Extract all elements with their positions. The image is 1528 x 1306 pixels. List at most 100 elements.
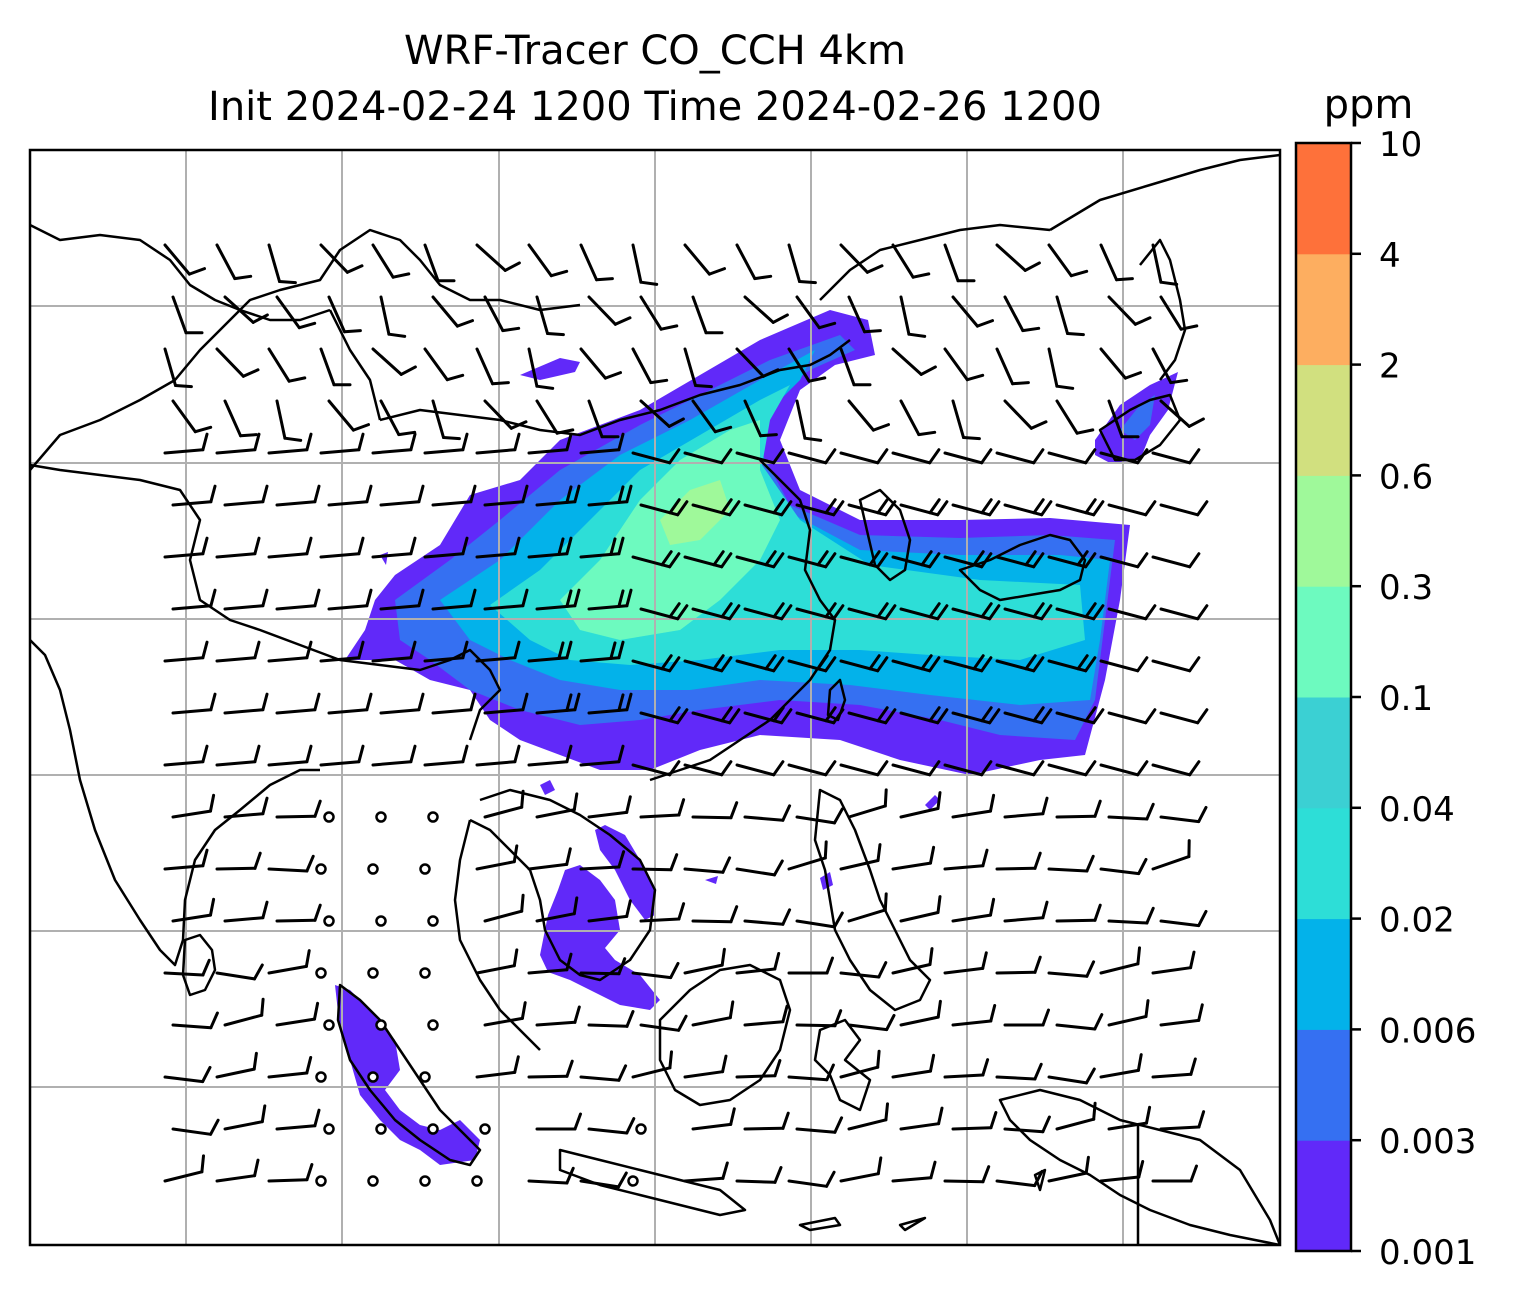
- wind-barb: [639, 813, 681, 819]
- wind-barb-feather: [1188, 760, 1201, 777]
- wind-barb: [1047, 1075, 1088, 1085]
- wind-barb-feather: [764, 654, 777, 671]
- calm-circle: [627, 1175, 639, 1187]
- wind-barb-feather: [565, 536, 573, 556]
- wind-barbs: [163, 243, 1209, 1189]
- wind-barb-feather: [668, 602, 681, 619]
- wind-barb-feather: [304, 949, 311, 968]
- wind-barb: [223, 1013, 264, 1027]
- wind-barb-feather: [1033, 955, 1042, 974]
- wind-barb-feather: [824, 706, 837, 723]
- wind-barb: [787, 555, 828, 569]
- wind-barb: [899, 1015, 940, 1027]
- wind-barb: [223, 1120, 264, 1131]
- wind-barb-feather: [825, 1170, 836, 1188]
- wind-barb: [631, 867, 673, 872]
- wind-barb: [163, 971, 205, 977]
- wind-barb: [275, 918, 317, 923]
- wind-barb: [371, 448, 413, 455]
- wind-barb: [1151, 966, 1193, 975]
- wind-barb-feather: [1021, 326, 1041, 333]
- wind-barb-feather: [1092, 1101, 1097, 1121]
- wind-barb-feather: [1084, 552, 1097, 569]
- wind-barb: [535, 912, 576, 923]
- wind-barb-feather: [668, 1050, 673, 1070]
- wind-barb-feather: [759, 433, 778, 438]
- wind-barb: [995, 1075, 1037, 1081]
- wind-barb-feather: [980, 706, 993, 723]
- wind-barb-feather: [1133, 316, 1152, 326]
- wind-barb-feather: [260, 997, 265, 1017]
- wind-barb-feather: [773, 859, 784, 877]
- wind-barb-feather: [565, 432, 573, 452]
- wind-barb: [1099, 243, 1118, 282]
- wind-barb-feather: [876, 1049, 881, 1069]
- wind-barb-feather: [884, 1102, 889, 1122]
- colorbar-tick-label: 4: [1379, 236, 1401, 276]
- wind-barb: [215, 552, 257, 559]
- wind-barb-feather: [241, 368, 260, 378]
- wind-barb: [579, 448, 621, 455]
- wind-barb-feather: [824, 602, 837, 619]
- wind-barb-feather: [201, 432, 209, 452]
- wind-barb-feather: [772, 706, 785, 723]
- wind-barb: [163, 243, 191, 276]
- wind-barb: [535, 808, 576, 819]
- wind-barb-feather: [1033, 1169, 1044, 1188]
- wind-barb: [839, 555, 880, 569]
- wind-barb-feather: [676, 708, 689, 725]
- wind-barb-feather: [832, 708, 845, 725]
- wind-barb-feather: [520, 1001, 527, 1020]
- wind-barb: [527, 243, 553, 278]
- wind-barb: [587, 500, 629, 507]
- wind-barb: [1047, 971, 1089, 978]
- wind-barb: [839, 971, 881, 979]
- wind-barb: [1107, 1121, 1148, 1131]
- wind-barb: [1151, 659, 1192, 673]
- wind-barb: [223, 399, 242, 438]
- wind-barb-feather: [981, 1165, 991, 1184]
- wind-barb: [943, 555, 984, 569]
- wind-barb-feather: [876, 498, 889, 515]
- wind-barb-feather: [201, 744, 209, 764]
- wind-barb-feather: [305, 744, 313, 764]
- wind-barb-feather: [253, 432, 261, 452]
- wind-barb: [163, 1075, 205, 1084]
- wind-barb: [327, 500, 369, 507]
- wind-barb: [223, 916, 265, 923]
- wind-barb: [527, 1179, 569, 1185]
- wind-barb: [215, 760, 257, 767]
- wind-barb-feather: [565, 640, 573, 660]
- wind-barb: [1099, 347, 1127, 380]
- calm-circle: [419, 1175, 431, 1187]
- wind-barb-feather: [1136, 552, 1149, 569]
- wind-barb-feather: [1085, 960, 1096, 978]
- wind-barb-feather: [936, 791, 942, 810]
- wind-barb-feather: [929, 1053, 936, 1073]
- wind-barb-feather: [928, 498, 941, 515]
- wind-barb-feather: [617, 850, 626, 869]
- wind-barb: [943, 763, 984, 777]
- wind-barb-feather: [1144, 708, 1157, 725]
- wind-barb: [891, 243, 915, 279]
- wind-barb: [587, 399, 604, 439]
- wind-barb-feather: [876, 552, 889, 569]
- wind-barb: [735, 1074, 777, 1079]
- wind-barb: [587, 1127, 629, 1135]
- wind-barb-feather: [920, 550, 933, 567]
- wind-barb-feather: [305, 432, 313, 452]
- wind-barb-feather: [609, 537, 617, 556]
- wind-barb-feather: [617, 1171, 628, 1189]
- wind-barb-feather: [1076, 550, 1089, 567]
- wind-barb-feather: [1144, 604, 1157, 621]
- wind-barb: [839, 451, 880, 465]
- wind-barb-feather: [417, 692, 425, 712]
- wind-barb-feather: [305, 640, 313, 660]
- wind-barb: [1055, 295, 1069, 335]
- wind-barb: [223, 812, 265, 819]
- wind-barb-feather: [988, 500, 1001, 517]
- wind-barb-feather: [513, 536, 521, 556]
- wind-barb-feather: [565, 1059, 574, 1078]
- wind-barb-feather: [409, 432, 417, 452]
- wind-barb: [1047, 659, 1088, 673]
